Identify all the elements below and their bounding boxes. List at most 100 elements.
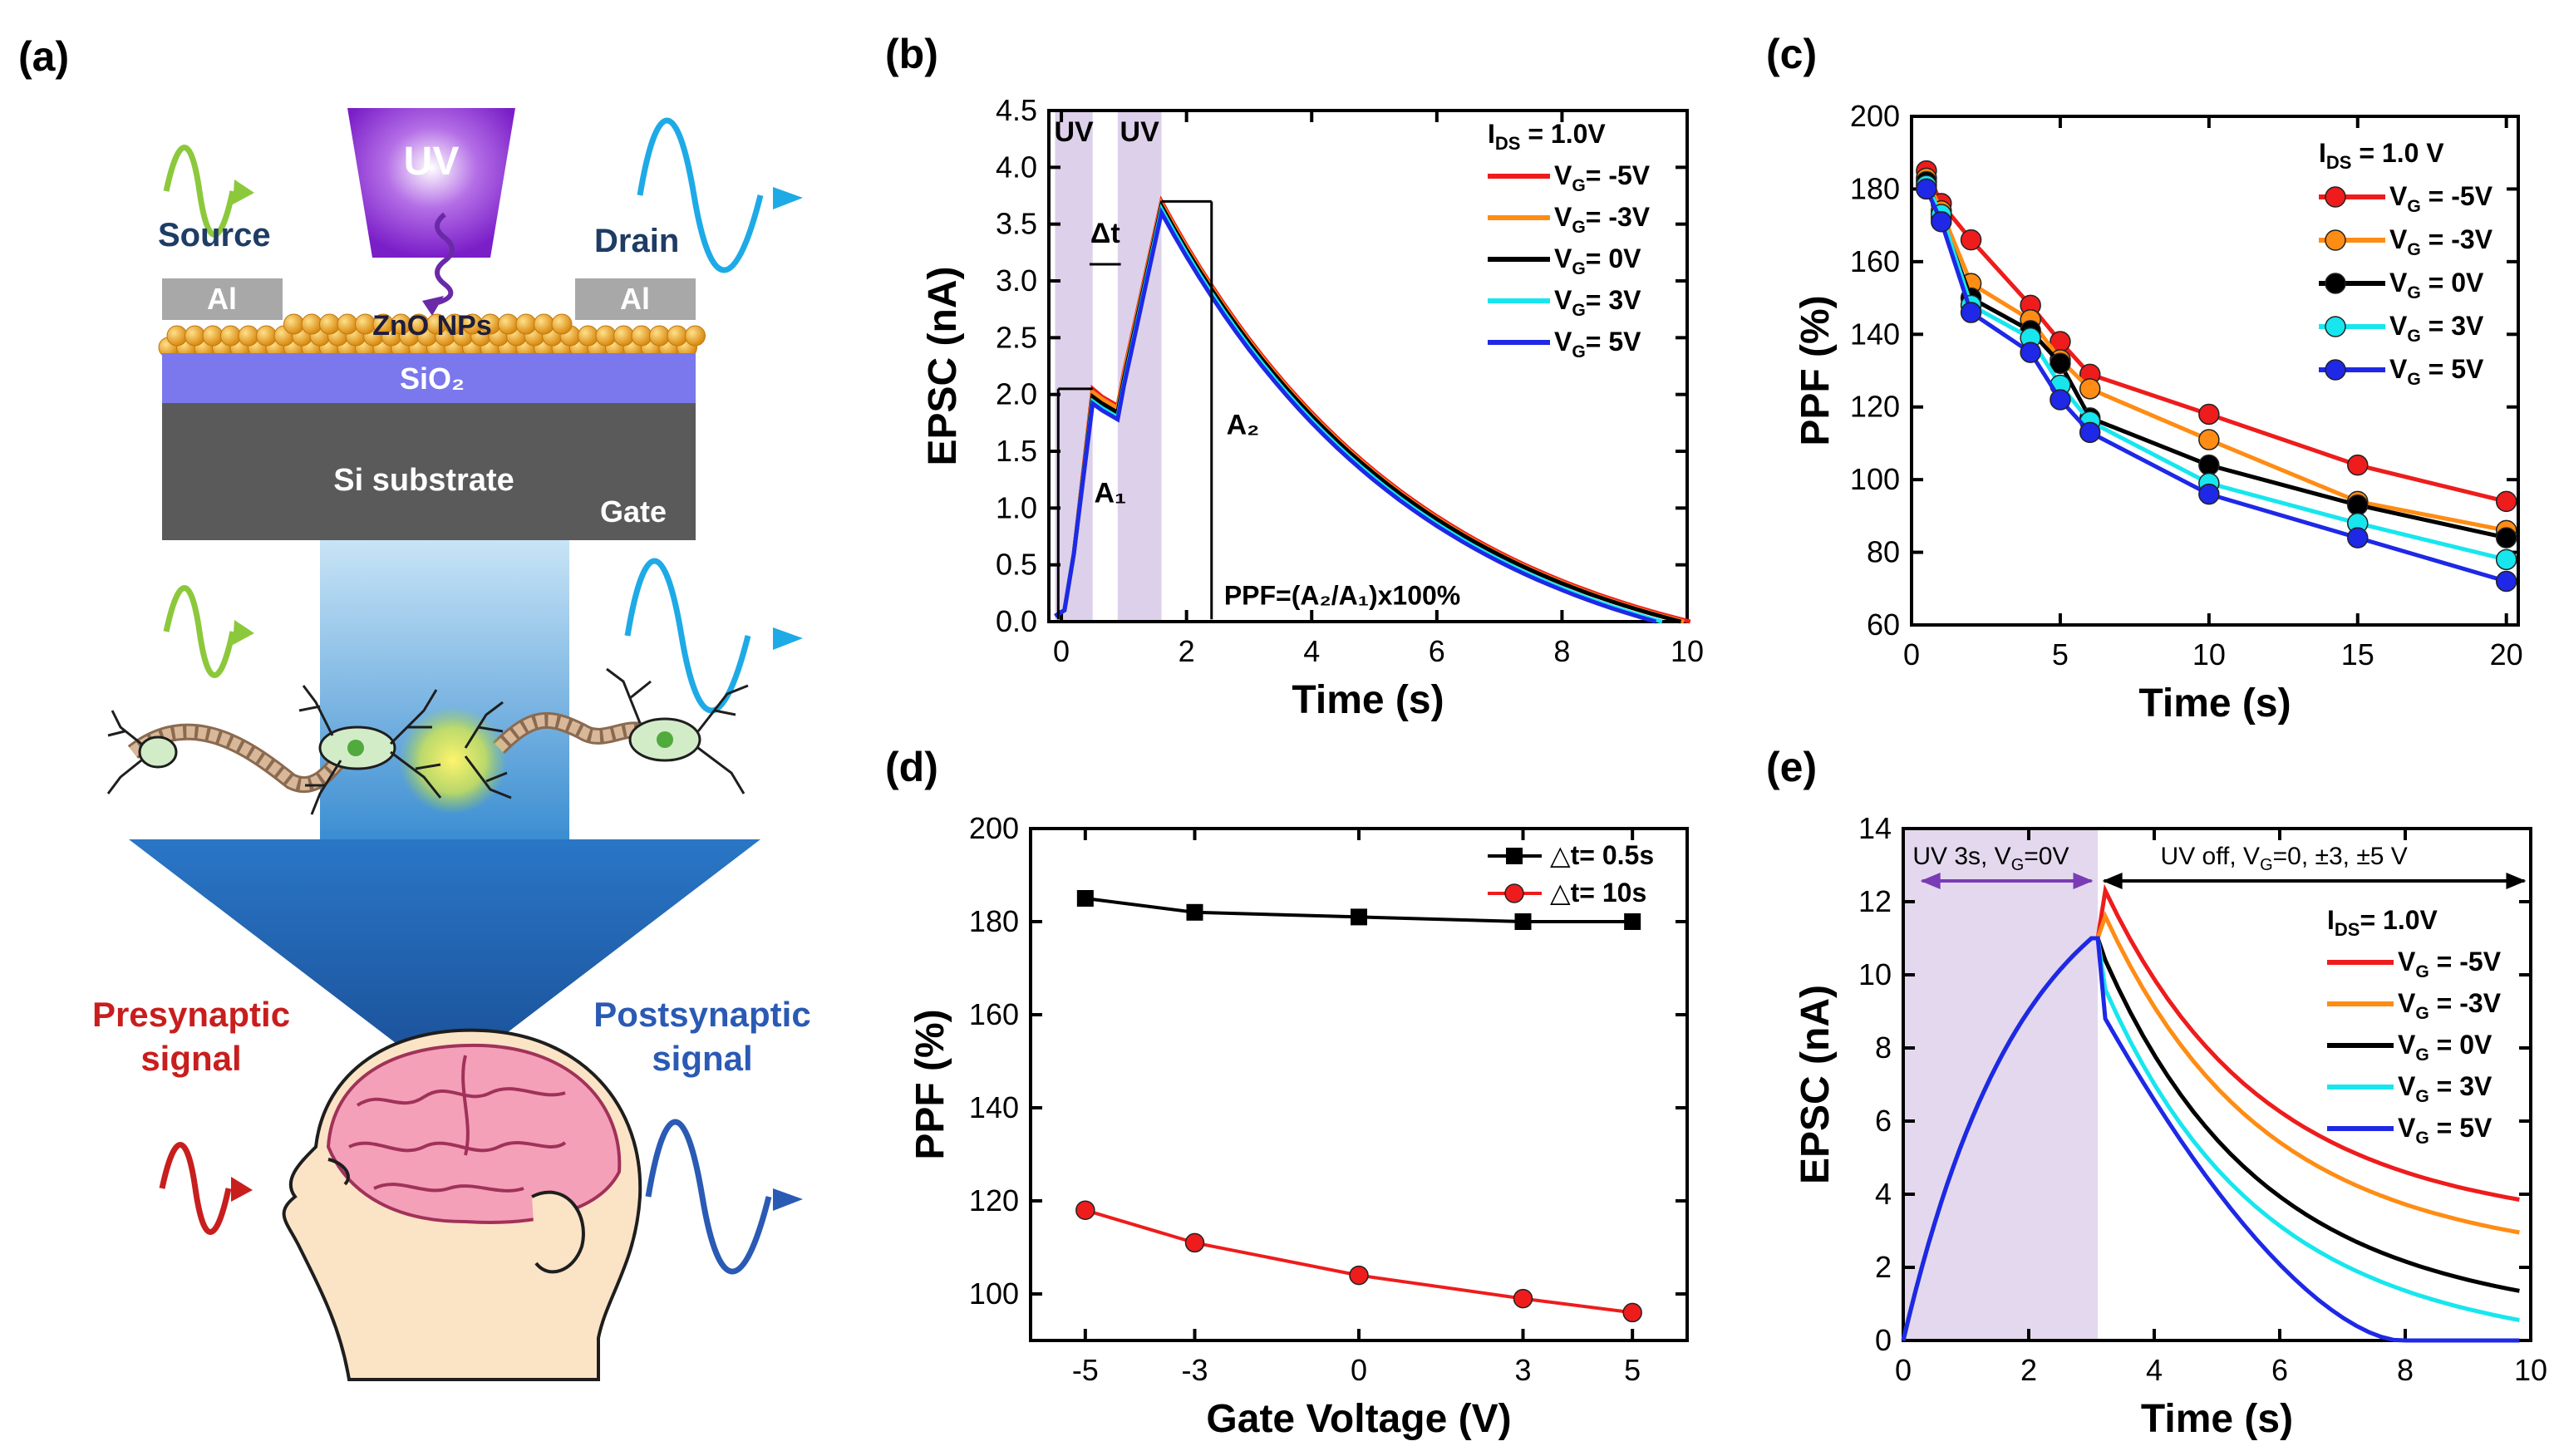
source-label: Source <box>158 217 271 253</box>
plot-frame <box>1902 827 2532 1342</box>
gate-label: Gate <box>600 494 667 529</box>
x-tick-label: 3 <box>1514 1353 1531 1387</box>
legend-label: VG = -3V <box>2389 224 2493 259</box>
y-tick-label: 60 <box>1867 607 1900 642</box>
input-wave-mid-arrowhead-icon <box>233 620 254 645</box>
data-point <box>2050 389 2071 411</box>
data-point <box>2198 454 2220 476</box>
uv-photon-arrowhead-icon <box>422 296 444 316</box>
zno-particle <box>283 313 304 335</box>
legend-marker <box>2325 186 2346 208</box>
data-point <box>2495 490 2517 513</box>
al-electrode-right <box>575 278 696 320</box>
panel-e: (e) 0 2 4 6 8 10 0 2 4 6 8 10 12 14 Time (s) EPSC (nA) U… <box>1766 744 2547 1441</box>
data-point <box>1960 229 1982 251</box>
legend-label: VG= -3V <box>1554 202 1651 237</box>
y-tick-label: 140 <box>1850 317 1900 351</box>
big-down-arrow-icon <box>129 831 760 1080</box>
x-tick-label: 15 <box>2341 637 2374 671</box>
legend-label: VG= -5V <box>1554 160 1651 195</box>
legend-label: VG = 0V <box>2398 1030 2492 1065</box>
x-axis-label: Time (s) <box>2141 1397 2293 1441</box>
zno-particle <box>551 313 573 335</box>
y-tick-label: 3.0 <box>996 263 1037 298</box>
x-tick-label: 10 <box>2514 1353 2547 1387</box>
y-tick-label: 2.5 <box>996 320 1037 354</box>
uv-on-arrowhead-left <box>1920 873 1941 889</box>
data-point <box>2347 454 2369 476</box>
zno-particle <box>238 325 259 347</box>
uv-off-arrowhead-left <box>2102 873 2123 889</box>
data-point <box>1513 1288 1533 1309</box>
data-point <box>1186 903 1203 921</box>
y-tick-label: 4.0 <box>996 150 1037 184</box>
panel-d: (d) -5 -3 0 3 5 100 120 140 160 180 200 Gate Voltag… <box>885 744 1689 1441</box>
zno-particle <box>319 313 340 335</box>
y-axis-label: EPSC (nA) <box>1794 985 1838 1184</box>
zno-particle <box>685 325 706 347</box>
legend-label: VG = 5V <box>2389 354 2484 389</box>
y-tick-label: 120 <box>969 1183 1019 1217</box>
data-point <box>1960 302 1982 323</box>
presynaptic-wave-icon <box>159 1142 232 1235</box>
head-brain-icon <box>282 1028 642 1381</box>
x-tick-label: 6 <box>2271 1353 2288 1387</box>
neuron-chain-illustration <box>106 667 749 815</box>
x-tick-label: 10 <box>2192 637 2226 671</box>
zno-particle <box>667 325 688 347</box>
y-tick-label: 3.5 <box>996 207 1037 241</box>
y-tick-label: 120 <box>1850 390 1900 424</box>
data-point <box>2495 548 2517 571</box>
zno-particle <box>256 325 277 347</box>
output-wave-mid-icon <box>624 558 751 714</box>
y-tick-label: 160 <box>969 997 1019 1031</box>
zno-particle <box>649 325 670 347</box>
series-line <box>1054 207 1657 624</box>
data-point <box>1184 1232 1205 1253</box>
x-tick-label: 4 <box>1303 634 1320 668</box>
al-right-label: Al <box>620 282 650 316</box>
uv-exposure-band <box>1903 829 2099 1340</box>
data-point <box>2020 342 2041 363</box>
presynaptic-label: Presynaptic <box>92 995 290 1034</box>
y-tick-label: 0 <box>1875 1323 1892 1357</box>
y-tick-label: 6 <box>1875 1104 1892 1138</box>
y-tick-label: 180 <box>1850 171 1900 205</box>
legend-title: IDS= 1.0V <box>2327 905 2438 940</box>
source-wave-icon <box>163 145 236 238</box>
zno-particle <box>185 325 205 347</box>
zno-particle <box>631 325 652 347</box>
data-point <box>2050 352 2071 375</box>
zno-nanoparticle-layer <box>158 313 706 358</box>
y-axis-label: EPSC (nA) <box>921 267 965 466</box>
uv-label-2: UV <box>1120 116 1160 148</box>
y-axis-label: PPF (%) <box>908 1009 952 1159</box>
y-tick-label: 1.5 <box>996 434 1037 468</box>
a1-label: A₁ <box>1094 478 1126 509</box>
data-point <box>2347 494 2369 516</box>
x-tick-label: 6 <box>1429 634 1445 668</box>
x-axis-label: Time (s) <box>1292 678 1444 722</box>
si-substrate <box>162 403 696 540</box>
x-tick-label: 0 <box>1351 1353 1367 1387</box>
y-tick-label: 1.0 <box>996 490 1037 524</box>
chart-d: -5 -3 0 3 5 100 120 140 160 180 200 Gate Voltage (V… <box>908 811 1689 1441</box>
panel-label-a: (a) <box>18 33 69 80</box>
legend-label: VG= 5V <box>1554 327 1641 362</box>
data-point <box>1514 913 1532 930</box>
legend-marker <box>1504 883 1524 903</box>
legend-title: IDS = 1.0V <box>1488 119 1606 154</box>
data-point <box>2079 421 2101 444</box>
legend-label: △t= 0.5s <box>1550 840 1654 870</box>
zno-particle <box>202 325 224 347</box>
legend-label: VG= 0V <box>1554 243 1641 278</box>
uv-label-1: UV <box>1055 116 1095 148</box>
uv-lamp-label: UV <box>404 140 460 184</box>
legend-label: VG = 3V <box>2398 1071 2492 1106</box>
output-wave-mid-arrowhead-icon <box>773 627 803 650</box>
data-point <box>1075 1200 1095 1220</box>
y-tick-label: 180 <box>969 904 1019 938</box>
uv-on-arrowhead-right <box>2073 873 2094 889</box>
x-tick-label: 8 <box>2397 1353 2414 1387</box>
